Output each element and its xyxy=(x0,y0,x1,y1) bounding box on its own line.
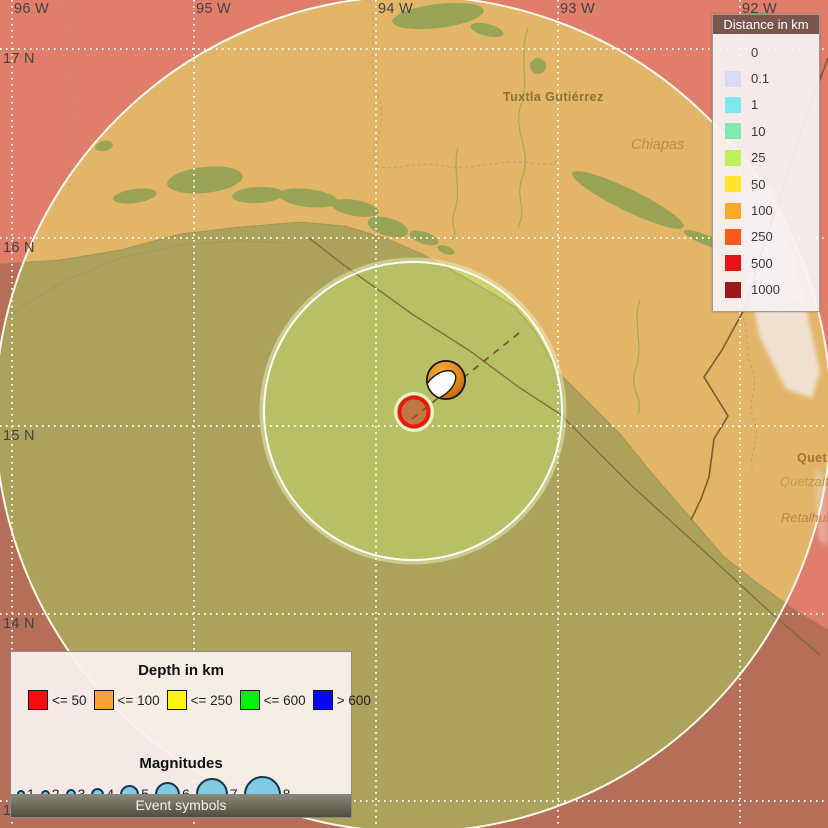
distance-label: 250 xyxy=(751,229,773,245)
epicenter-marker[interactable] xyxy=(394,392,434,432)
depth-item: <= 250 xyxy=(166,690,240,710)
epicenter-halo xyxy=(394,392,434,432)
depth-label: <= 50 xyxy=(52,692,87,708)
distance-label: 100 xyxy=(751,203,773,219)
distance-legend-panel: Distance in km 0 0.1 1 10 25 xyxy=(712,14,820,312)
distance-legend-row: 25 xyxy=(713,145,819,171)
depth-label: <= 600 xyxy=(263,692,306,708)
distance-swatch-0 xyxy=(725,44,741,60)
distance-swatch-0.1 xyxy=(725,70,741,87)
lat-label-14n: 14 N xyxy=(3,616,35,632)
depth-item: <= 50 xyxy=(28,690,94,710)
distance-label: 50 xyxy=(751,176,766,192)
depth-swatch-600 xyxy=(239,690,260,710)
distance-label: 1 xyxy=(751,97,759,113)
lon-label-94w: 94 W xyxy=(378,1,414,17)
coastal-line xyxy=(0,240,286,322)
distance-legend-row: 100 xyxy=(713,197,819,223)
region-label-quetzaltenango: Quetzaltenango xyxy=(780,474,828,489)
distance-label: 500 xyxy=(751,255,773,271)
distance-swatch-500 xyxy=(725,255,741,272)
lon-label-92w: 92 W xyxy=(742,1,778,17)
lon-label-93w: 93 W xyxy=(560,1,596,17)
distance-legend-row: 10 xyxy=(713,118,819,144)
city-label-quetzaltenango: Quetzaltenango xyxy=(797,451,828,465)
distance-legend-row: 500 xyxy=(713,250,819,276)
depth-item: > 600 xyxy=(312,690,378,710)
depth-item: <= 100 xyxy=(93,690,167,710)
distance-legend-body: 0 0.1 1 10 25 50 xyxy=(713,34,819,311)
depth-legend-title: Depth in km xyxy=(138,662,224,679)
depth-swatch-over600 xyxy=(312,690,333,710)
lat-label-16n: 16 N xyxy=(3,240,35,256)
distance-label: 25 xyxy=(751,150,766,166)
distance-legend-row: 0 xyxy=(713,39,819,65)
region-label-retalhuleu: Retalhuleu xyxy=(781,510,828,525)
event-symbols-panel: Depth in km <= 50 <= 100 <= 250 <= 600 >… xyxy=(10,651,371,818)
state-borders xyxy=(61,0,757,471)
distance-legend-row: 0.1 xyxy=(713,65,819,91)
distance-swatch-50 xyxy=(725,176,741,193)
depth-swatch-100 xyxy=(93,690,114,710)
distance-legend-row: 1 xyxy=(713,92,819,118)
depth-swatch-50 xyxy=(28,690,48,710)
distance-legend-row: 1000 xyxy=(713,277,819,303)
distance-ring-inner xyxy=(263,261,563,561)
focal-mechanism-beachball-icon[interactable] xyxy=(419,360,466,405)
rivers xyxy=(451,27,641,416)
epicenter-circle xyxy=(397,395,431,429)
lon-label-95w: 95 W xyxy=(196,1,232,17)
depth-label: <= 250 xyxy=(190,692,233,708)
magnitudes-title: Magnitudes xyxy=(139,755,223,772)
distance-ring-inner-glow xyxy=(259,257,567,565)
trench-line xyxy=(308,237,821,656)
distance-swatch-250 xyxy=(725,228,741,245)
distance-label: 1000 xyxy=(751,282,780,298)
event-symbols-footer[interactable]: Event symbols xyxy=(11,794,351,817)
region-label-chiapas: Chiapas xyxy=(631,137,685,153)
lat-label-17n: 17 N xyxy=(3,51,35,67)
depth-label: <= 100 xyxy=(117,692,160,708)
depth-swatch-250 xyxy=(166,690,187,710)
city-label-tuxtla: Tuxtla Gutiérrez xyxy=(503,90,604,104)
distance-swatch-1000 xyxy=(725,281,741,298)
lagoon-patches xyxy=(95,2,729,255)
coastline xyxy=(0,221,828,631)
depth-item: <= 600 xyxy=(239,690,313,710)
distance-legend-row: 50 xyxy=(713,171,819,197)
lat-label-15n: 15 N xyxy=(3,428,35,444)
distance-label: 0 xyxy=(751,44,759,60)
distance-legend-row: 250 xyxy=(713,224,819,250)
lon-label-96w: 96 W xyxy=(14,1,50,17)
distance-swatch-25 xyxy=(725,149,741,166)
distance-label: 10 xyxy=(751,123,766,139)
distance-legend-header[interactable]: Distance in km xyxy=(713,15,819,34)
distance-swatch-1 xyxy=(725,96,741,113)
distance-swatch-10 xyxy=(725,123,741,140)
distance-swatch-100 xyxy=(725,202,741,219)
distance-label: 0.1 xyxy=(751,71,770,87)
depth-label: > 600 xyxy=(336,692,371,708)
depth-legend-row: <= 50 <= 100 <= 250 <= 600 > 600 xyxy=(11,690,371,710)
